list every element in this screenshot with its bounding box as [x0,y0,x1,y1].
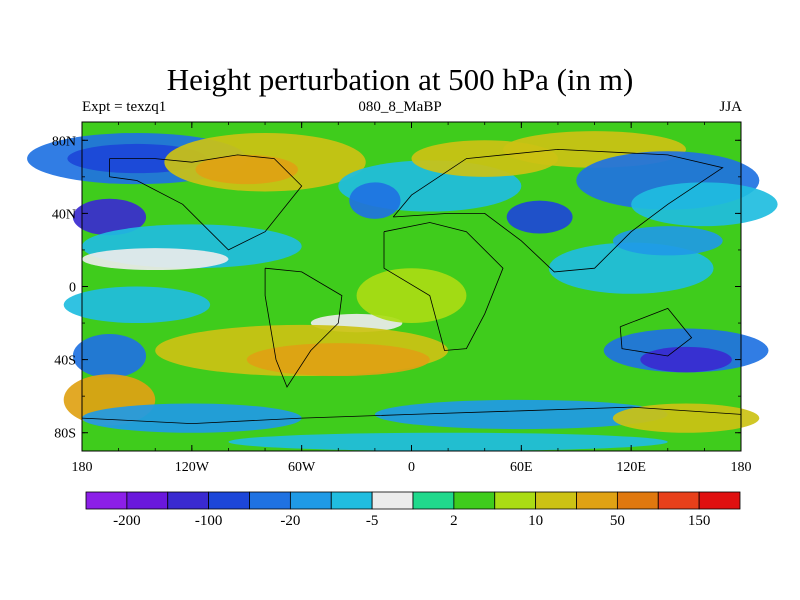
x-tick-label: 180 [731,460,752,475]
field-contour [506,200,573,234]
height-field [27,122,778,451]
field-contour [612,226,723,256]
colorbar-swatch [126,491,169,510]
colorbar-swatch [208,491,250,510]
field-contour [640,346,732,373]
field-contour [82,248,229,271]
colorbar: -200 -100 -20 -5 2 10 50 150 [85,491,741,529]
coastline-2 [383,222,504,351]
field-contour [72,334,147,378]
chart-title: Height perturbation at 500 hPa (in m) [166,62,634,97]
period-label: 080_8_MaBP [358,99,442,115]
y-tick-label: 80N [52,134,76,149]
x-tick-label: 120W [175,460,210,475]
colorbar-swatch [167,491,210,510]
field-contour [612,403,760,433]
colorbar-label: -100 [195,513,223,529]
colorbar-swatch [698,491,741,510]
field-contour [356,268,467,324]
field-contour [349,182,401,219]
colorbar-label: 150 [688,513,711,529]
field-contour [548,242,714,294]
experiment-label: Expt = texzq1 [82,99,167,115]
colorbar-swatch [412,491,455,510]
x-tick-label: 180 [72,460,93,475]
season-label: JJA [719,99,742,115]
colorbar-label: 10 [528,513,543,529]
x-tick-label: 60E [510,460,533,475]
coastline-3 [392,148,724,273]
field-contour [374,399,668,430]
colorbar-label: -200 [113,513,141,529]
y-tick-label: 40N [52,207,76,222]
colorbar-swatch [616,491,659,510]
colorbar-label: -20 [280,513,300,529]
colorbar-swatch [85,491,128,510]
coastline-0 [109,154,303,251]
x-tick-label: 0 [408,460,415,475]
colorbar-swatch [453,491,496,510]
colorbar-swatch [576,491,618,510]
field-contour [195,154,299,185]
colorbar-swatch [330,491,373,510]
y-tick-label: 40S [54,354,76,369]
colorbar-label: -5 [366,513,379,529]
colorbar-swatch [657,491,700,510]
colorbar-swatch [249,491,291,510]
x-axis: 180 120W 60W 0 60E 120E 180 [72,122,752,475]
colorbar-swatch [371,491,414,510]
field-contour [81,403,302,433]
field-contour [72,198,147,236]
coastlines [81,148,742,425]
field-contour [228,432,668,451]
colorbar-label: 2 [450,513,458,529]
colorbar-swatch [494,491,537,510]
colorbar-swatch [535,491,577,510]
field-contour [246,343,430,377]
coastline-4 [619,307,693,357]
x-tick-label: 120E [616,460,646,475]
y-axis: 80N 40N 0 40S 80S [52,134,741,442]
x-tick-label: 60W [288,460,316,475]
colorbar-swatch [289,491,332,510]
field-contour [63,286,211,324]
y-tick-label: 0 [69,281,76,296]
y-tick-label: 80S [54,427,76,442]
coastline-5 [81,406,742,425]
coastline-1 [264,267,343,388]
colorbar-label: 50 [610,513,625,529]
field-contour [631,182,778,227]
